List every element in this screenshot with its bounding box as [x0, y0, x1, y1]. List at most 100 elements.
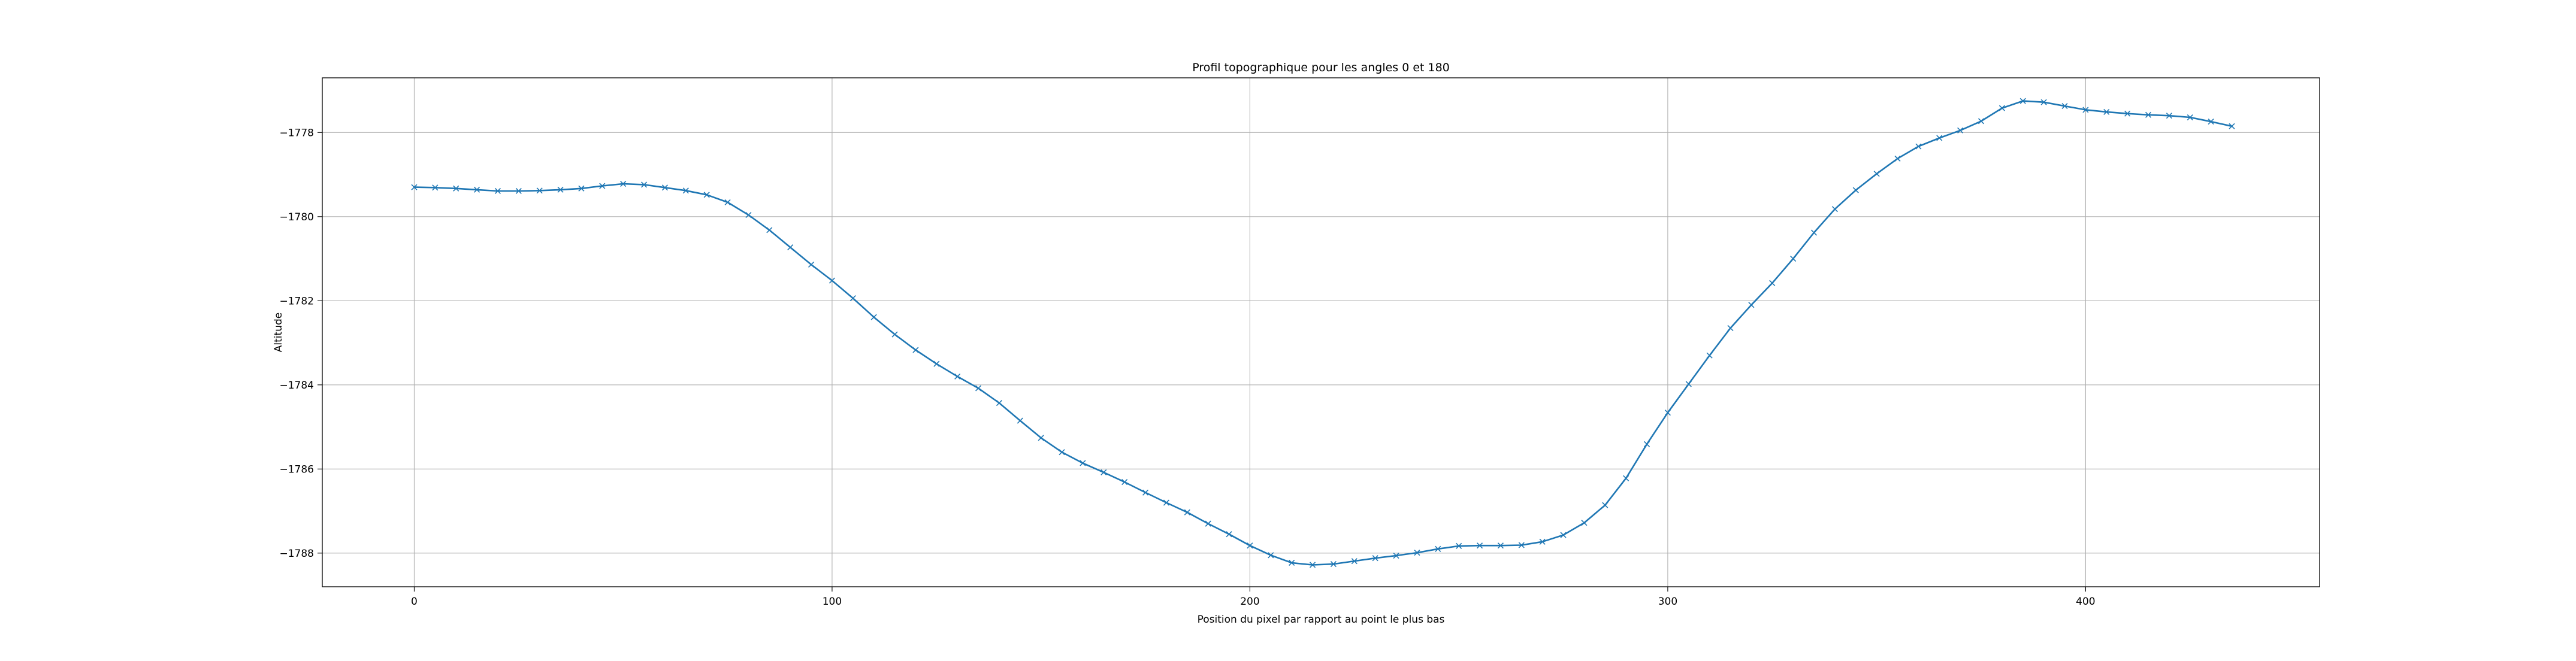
data-point — [1664, 410, 1671, 416]
data-point — [2124, 110, 2131, 117]
data-point — [494, 187, 501, 195]
data-point — [996, 399, 1002, 407]
y-tick-label: −1784 — [279, 380, 314, 392]
data-point — [1894, 155, 1901, 162]
series-line — [414, 100, 2232, 566]
data-point — [1769, 280, 1776, 286]
data-point — [1727, 325, 1734, 332]
data-point — [1643, 441, 1650, 447]
data-point — [474, 186, 480, 193]
data-point — [954, 373, 961, 380]
data-point — [1205, 520, 1211, 527]
data-point — [1059, 449, 1065, 456]
data-point — [1539, 538, 1546, 545]
data-point — [1268, 552, 1274, 559]
data-point — [1518, 542, 1525, 548]
data-point — [1038, 435, 1044, 441]
data-point — [1581, 520, 1588, 526]
data-point — [2061, 103, 2068, 110]
data-point — [1936, 135, 1943, 141]
x-axis-label: Position du pixel par rapport au point l… — [1198, 614, 1445, 626]
data-point — [2040, 99, 2047, 105]
data-point — [1414, 550, 1420, 556]
x-tick-label: 400 — [2076, 596, 2095, 608]
data-point — [1998, 105, 2005, 111]
data-point — [1706, 352, 1713, 359]
data-point — [411, 184, 418, 190]
data-point — [2166, 113, 2172, 119]
data-point — [849, 295, 856, 302]
data-point — [808, 261, 815, 268]
data-point — [870, 314, 877, 320]
data-point — [975, 385, 982, 392]
data-point — [1915, 143, 1922, 150]
y-tick-label: −1778 — [279, 127, 314, 139]
data-point — [1476, 542, 1483, 549]
data-point — [620, 180, 627, 187]
data-point — [1247, 542, 1253, 549]
y-tick-label: −1786 — [279, 463, 314, 475]
data-point — [536, 187, 543, 194]
data-point — [1372, 555, 1378, 562]
data-point — [745, 211, 752, 219]
data-point — [829, 277, 836, 284]
data-point — [1163, 499, 1169, 506]
data-point — [2229, 123, 2235, 129]
data-point — [1685, 381, 1692, 387]
data-point — [2145, 111, 2152, 118]
data-point — [515, 187, 522, 195]
data-point — [641, 181, 648, 188]
data-point — [599, 183, 606, 189]
data-point — [1497, 542, 1504, 549]
data-point — [1142, 489, 1149, 496]
data-point — [1623, 475, 1629, 481]
data-point — [1790, 256, 1797, 262]
ticks-layer: 0 100 200 300 400 −1778 −1780 −1782 −1784 −1786 −1… — [279, 127, 2095, 608]
data-point — [1810, 229, 1818, 236]
series-layer — [411, 98, 2235, 568]
data-point — [2208, 118, 2214, 125]
data-point — [682, 187, 689, 194]
data-point — [912, 347, 919, 353]
data-point — [1435, 545, 1441, 552]
data-point — [1852, 187, 1859, 193]
data-point — [1080, 460, 1086, 466]
x-tick-label: 200 — [1240, 596, 1259, 608]
data-point — [661, 184, 669, 191]
data-point — [2019, 98, 2026, 104]
y-axis-label: Altitude — [273, 313, 285, 352]
data-point — [724, 199, 731, 205]
data-point — [1226, 531, 1232, 538]
data-point — [432, 184, 439, 191]
data-point — [766, 227, 773, 234]
y-tick-label: −1782 — [279, 295, 314, 307]
data-point — [1748, 302, 1755, 308]
data-point — [1330, 561, 1337, 568]
data-point — [933, 360, 940, 367]
data-point — [453, 185, 459, 192]
x-tick-label: 100 — [823, 596, 842, 608]
data-point — [1978, 118, 1985, 125]
data-point — [891, 331, 898, 338]
chart-title: Profil topographique pour les angles 0 e… — [1192, 61, 1450, 74]
grid-layer — [322, 78, 2320, 587]
x-tick-label: 0 — [411, 596, 418, 608]
data-point — [787, 244, 794, 251]
data-point — [1100, 469, 1107, 475]
data-point — [1121, 479, 1128, 486]
data-point — [1393, 552, 1399, 559]
data-point — [1873, 171, 1880, 177]
y-tick-label: −1788 — [279, 548, 314, 560]
data-point — [1017, 417, 1023, 424]
data-point — [1560, 532, 1567, 538]
data-point — [1957, 127, 1964, 134]
data-point — [2082, 107, 2089, 113]
data-point — [557, 186, 564, 193]
data-point — [2103, 108, 2110, 115]
y-tick-label: −1780 — [279, 211, 314, 223]
data-point — [1456, 542, 1462, 549]
data-point — [703, 192, 710, 198]
plot-frame — [322, 77, 2320, 587]
data-point — [1602, 502, 1609, 508]
data-point — [1184, 509, 1190, 516]
